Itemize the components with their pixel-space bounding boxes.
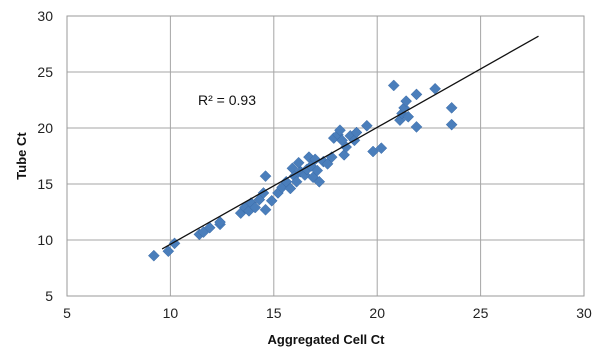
x-tick-label: 30 [576,305,592,321]
x-tick-label: 5 [63,305,71,321]
data-point [361,119,373,132]
x-tick-label: 20 [369,305,385,321]
y-tick-label: 10 [37,232,53,248]
data-point [340,141,353,153]
data-point [410,121,423,133]
data-point [375,142,388,155]
grid [66,15,585,297]
plot-frame [66,15,585,297]
y-axis-title: Tube Ct [14,132,29,180]
x-tick-label: 15 [266,305,282,321]
data-point [350,126,363,139]
data-point [445,118,458,131]
data-point [313,175,326,188]
data-points [148,79,458,262]
data-point [367,145,379,158]
y-tick-label: 20 [37,120,53,136]
data-point [259,170,272,183]
data-point [445,101,458,114]
data-point [249,201,262,214]
data-point [203,221,216,234]
data-point [334,124,346,137]
y-tick-label: 5 [45,288,53,304]
trendline [161,35,539,250]
data-point [387,79,400,92]
y-tick-label: 25 [37,64,53,80]
data-point [290,175,303,188]
x-axis-title: Aggregated Cell Ct [267,332,385,347]
y-tick-label: 15 [37,176,53,192]
data-point [214,216,226,228]
x-tick-label: 25 [473,305,489,321]
data-point [410,88,423,101]
x-tick-label: 10 [163,305,179,321]
data-point [259,203,272,216]
data-point [162,245,175,258]
y-tick-label: 30 [37,8,53,24]
data-point [400,95,413,107]
r-squared-annotation: R² = 0.93 [198,92,256,108]
data-point [265,194,278,207]
data-point [148,249,160,262]
axis-ticks: 5 10 15 20 25 30 5 10 15 20 25 30 [37,8,592,321]
data-point [311,164,324,177]
data-point [309,153,322,166]
data-point [402,110,415,123]
data-point [284,182,297,195]
